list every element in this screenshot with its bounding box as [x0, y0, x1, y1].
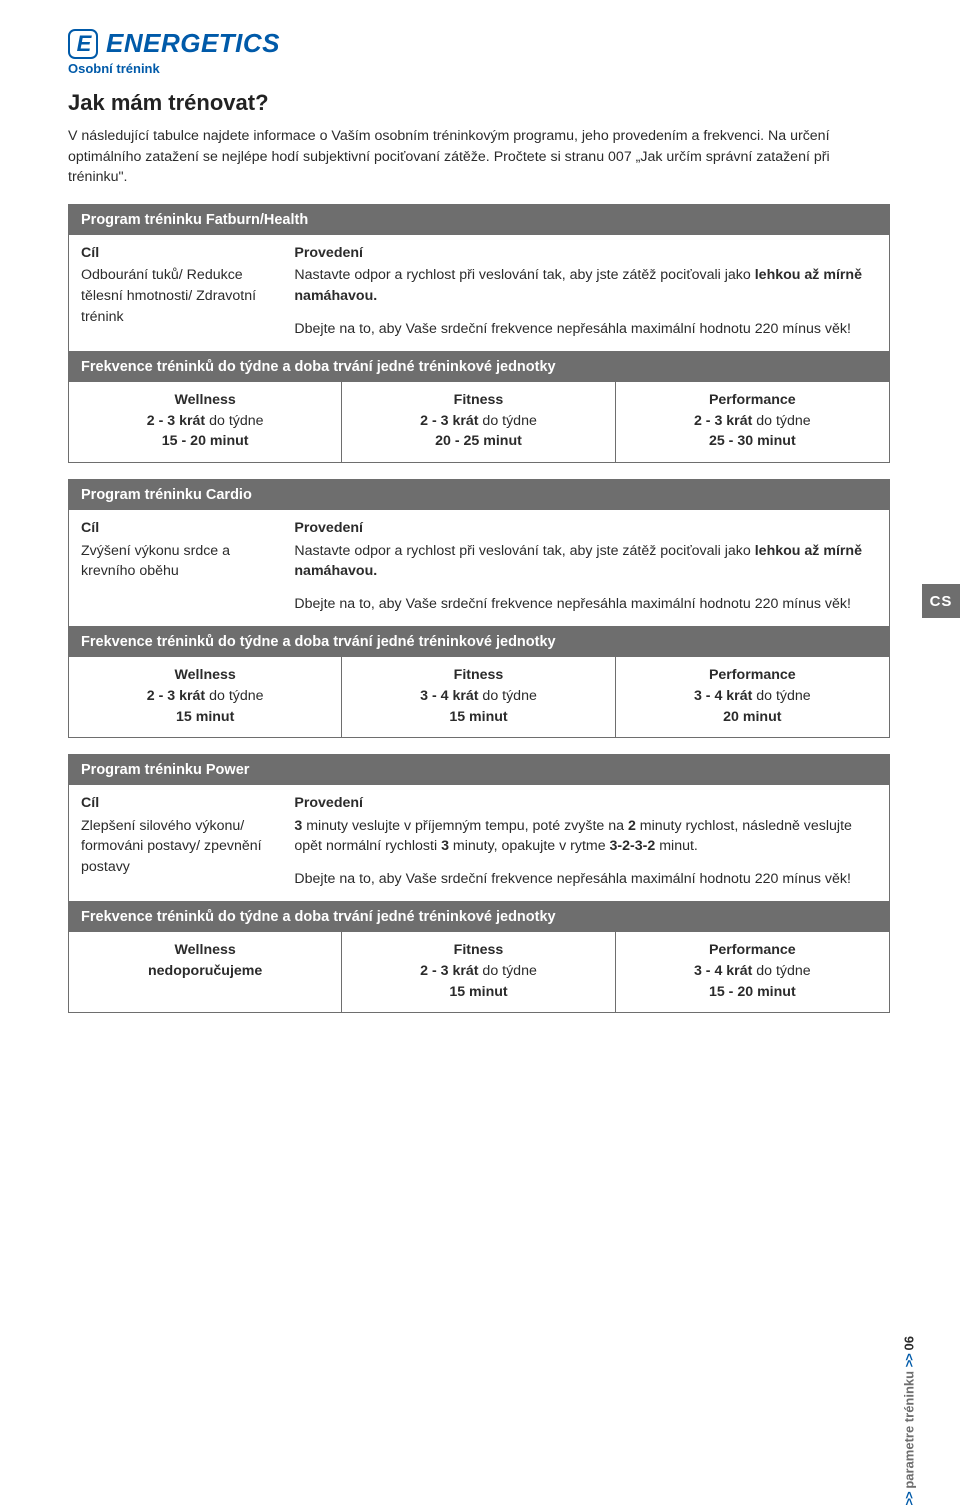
chevron-icon: >> [901, 1492, 916, 1505]
frequency-title-bar: Frekvence tréninků do týdne a doba trván… [69, 352, 889, 382]
freq-col-fitness: Fitness 2 - 3 krát do týdne 20 - 25 minu… [342, 382, 615, 462]
chevron-icon: >> [901, 1354, 916, 1367]
program-power: Program tréninku Power Cíl Zlepšení silo… [68, 754, 890, 1013]
freq-col-head: Performance [626, 940, 879, 961]
freq-col-line: 25 - 30 minut [626, 431, 879, 452]
freq-col-performance: Performance 2 - 3 krát do týdne 25 - 30 … [616, 382, 889, 462]
freq-col-line: 2 - 3 krát do týdne [352, 961, 604, 982]
execution-p2: Dbejte na to, aby Vaše srdeční frekvence… [294, 319, 877, 340]
freq-col-head: Fitness [352, 940, 604, 961]
freq-col-fitness: Fitness 3 - 4 krát do týdne 15 minut [342, 657, 615, 737]
frequency-title-bar: Frekvence tréninků do týdne a doba trván… [69, 627, 889, 657]
program-execution-col: Provedení Nastavte odpor a rychlost při … [290, 510, 889, 626]
execution-head: Provedení [294, 243, 877, 264]
freq-col-line: 3 - 4 krát do týdne [626, 686, 879, 707]
execution-p1: Nastavte odpor a rychlost při veslování … [294, 541, 877, 582]
freq-col-performance: Performance 3 - 4 krát do týdne 20 minut [616, 657, 889, 737]
goal-text: Zvýšení výkonu srdce a krevního oběhu [81, 541, 278, 582]
goal-head: Cíl [81, 243, 278, 264]
intro-paragraph: V následující tabulce najdete informace … [68, 126, 890, 188]
freq-col-line: 15 minut [352, 982, 604, 1003]
program-title-bar: Program tréninku Fatburn/Health [69, 205, 889, 235]
freq-col-head: Wellness [79, 665, 331, 686]
freq-col-head: Wellness [79, 940, 331, 961]
language-tab: CS [922, 584, 960, 618]
freq-col-line: 15 - 20 minut [626, 982, 879, 1003]
program-goal-col: Cíl Zlepšení silového výkonu/ formováni … [69, 785, 290, 901]
freq-col-line: 15 minut [79, 707, 331, 728]
freq-col-line: 3 - 4 krát do týdne [626, 961, 879, 982]
goal-head: Cíl [81, 518, 278, 539]
side-label-text: parametre tréninku [901, 1371, 916, 1489]
freq-col-line: 15 - 20 minut [79, 431, 331, 452]
brand-logo: E ENERGETICS [68, 28, 890, 59]
program-cardio: Program tréninku Cardio Cíl Zvýšení výko… [68, 479, 890, 738]
frequency-columns: Wellness 2 - 3 krát do týdne 15 - 20 min… [69, 382, 889, 462]
frequency-title-bar: Frekvence tréninků do týdne a doba trván… [69, 902, 889, 932]
program-execution-col: Provedení 3 minuty veslujte v příjemným … [290, 785, 889, 901]
freq-col-wellness: Wellness 2 - 3 krát do týdne 15 - 20 min… [69, 382, 342, 462]
freq-col-wellness: Wellness 2 - 3 krát do týdne 15 minut [69, 657, 342, 737]
program-goal-col: Cíl Zvýšení výkonu srdce a krevního oběh… [69, 510, 290, 626]
freq-col-line: 2 - 3 krát do týdne [352, 411, 604, 432]
goal-head: Cíl [81, 793, 278, 814]
freq-col-fitness: Fitness 2 - 3 krát do týdne 15 minut [342, 932, 615, 1012]
freq-col-head: Wellness [79, 390, 331, 411]
brand-logo-icon: E [68, 29, 98, 59]
freq-col-line: 3 - 4 krát do týdne [352, 686, 604, 707]
page-title: Jak mám trénovat? [68, 90, 890, 116]
program-title-bar: Program tréninku Power [69, 755, 889, 785]
freq-col-line: 2 - 3 krát do týdne [79, 686, 331, 707]
freq-col-performance: Performance 3 - 4 krát do týdne 15 - 20 … [616, 932, 889, 1012]
freq-col-line: nedoporučujeme [79, 961, 331, 982]
program-fatburn: Program tréninku Fatburn/Health Cíl Odbo… [68, 204, 890, 463]
execution-head: Provedení [294, 793, 877, 814]
program-goal-col: Cíl Odbourání tuků/ Redukce tělesní hmot… [69, 235, 290, 351]
execution-head: Provedení [294, 518, 877, 539]
execution-p2: Dbejte na to, aby Vaše srdeční frekvence… [294, 594, 877, 615]
freq-col-line: 20 - 25 minut [352, 431, 604, 452]
freq-col-head: Performance [626, 665, 879, 686]
execution-p1: Nastavte odpor a rychlost při veslování … [294, 265, 877, 306]
freq-col-head: Fitness [352, 390, 604, 411]
program-execution-col: Provedení Nastavte odpor a rychlost při … [290, 235, 889, 351]
freq-col-head: Fitness [352, 665, 604, 686]
execution-p1: 3 minuty veslujte v příjemným tempu, pot… [294, 816, 877, 857]
side-page-label: >> parametre tréninku >> 06 [901, 1336, 916, 1505]
program-title-bar: Program tréninku Cardio [69, 480, 889, 510]
goal-text: Zlepšení silového výkonu/ formováni post… [81, 816, 278, 878]
freq-col-line: 2 - 3 krát do týdne [626, 411, 879, 432]
execution-p2: Dbejte na to, aby Vaše srdeční frekvence… [294, 869, 877, 890]
freq-col-head: Performance [626, 390, 879, 411]
brand-tagline: Osobní trénink [68, 61, 890, 76]
brand-logo-text: ENERGETICS [106, 28, 280, 59]
freq-col-line: 20 minut [626, 707, 879, 728]
frequency-columns: Wellness 2 - 3 krát do týdne 15 minut Fi… [69, 657, 889, 737]
freq-col-line: 15 minut [352, 707, 604, 728]
freq-col-line: 2 - 3 krát do týdne [79, 411, 331, 432]
goal-text: Odbourání tuků/ Redukce tělesní hmotnost… [81, 265, 278, 327]
side-page-number: 06 [901, 1336, 916, 1350]
freq-col-wellness: Wellness nedoporučujeme [69, 932, 342, 1012]
frequency-columns: Wellness nedoporučujeme Fitness 2 - 3 kr… [69, 932, 889, 1012]
